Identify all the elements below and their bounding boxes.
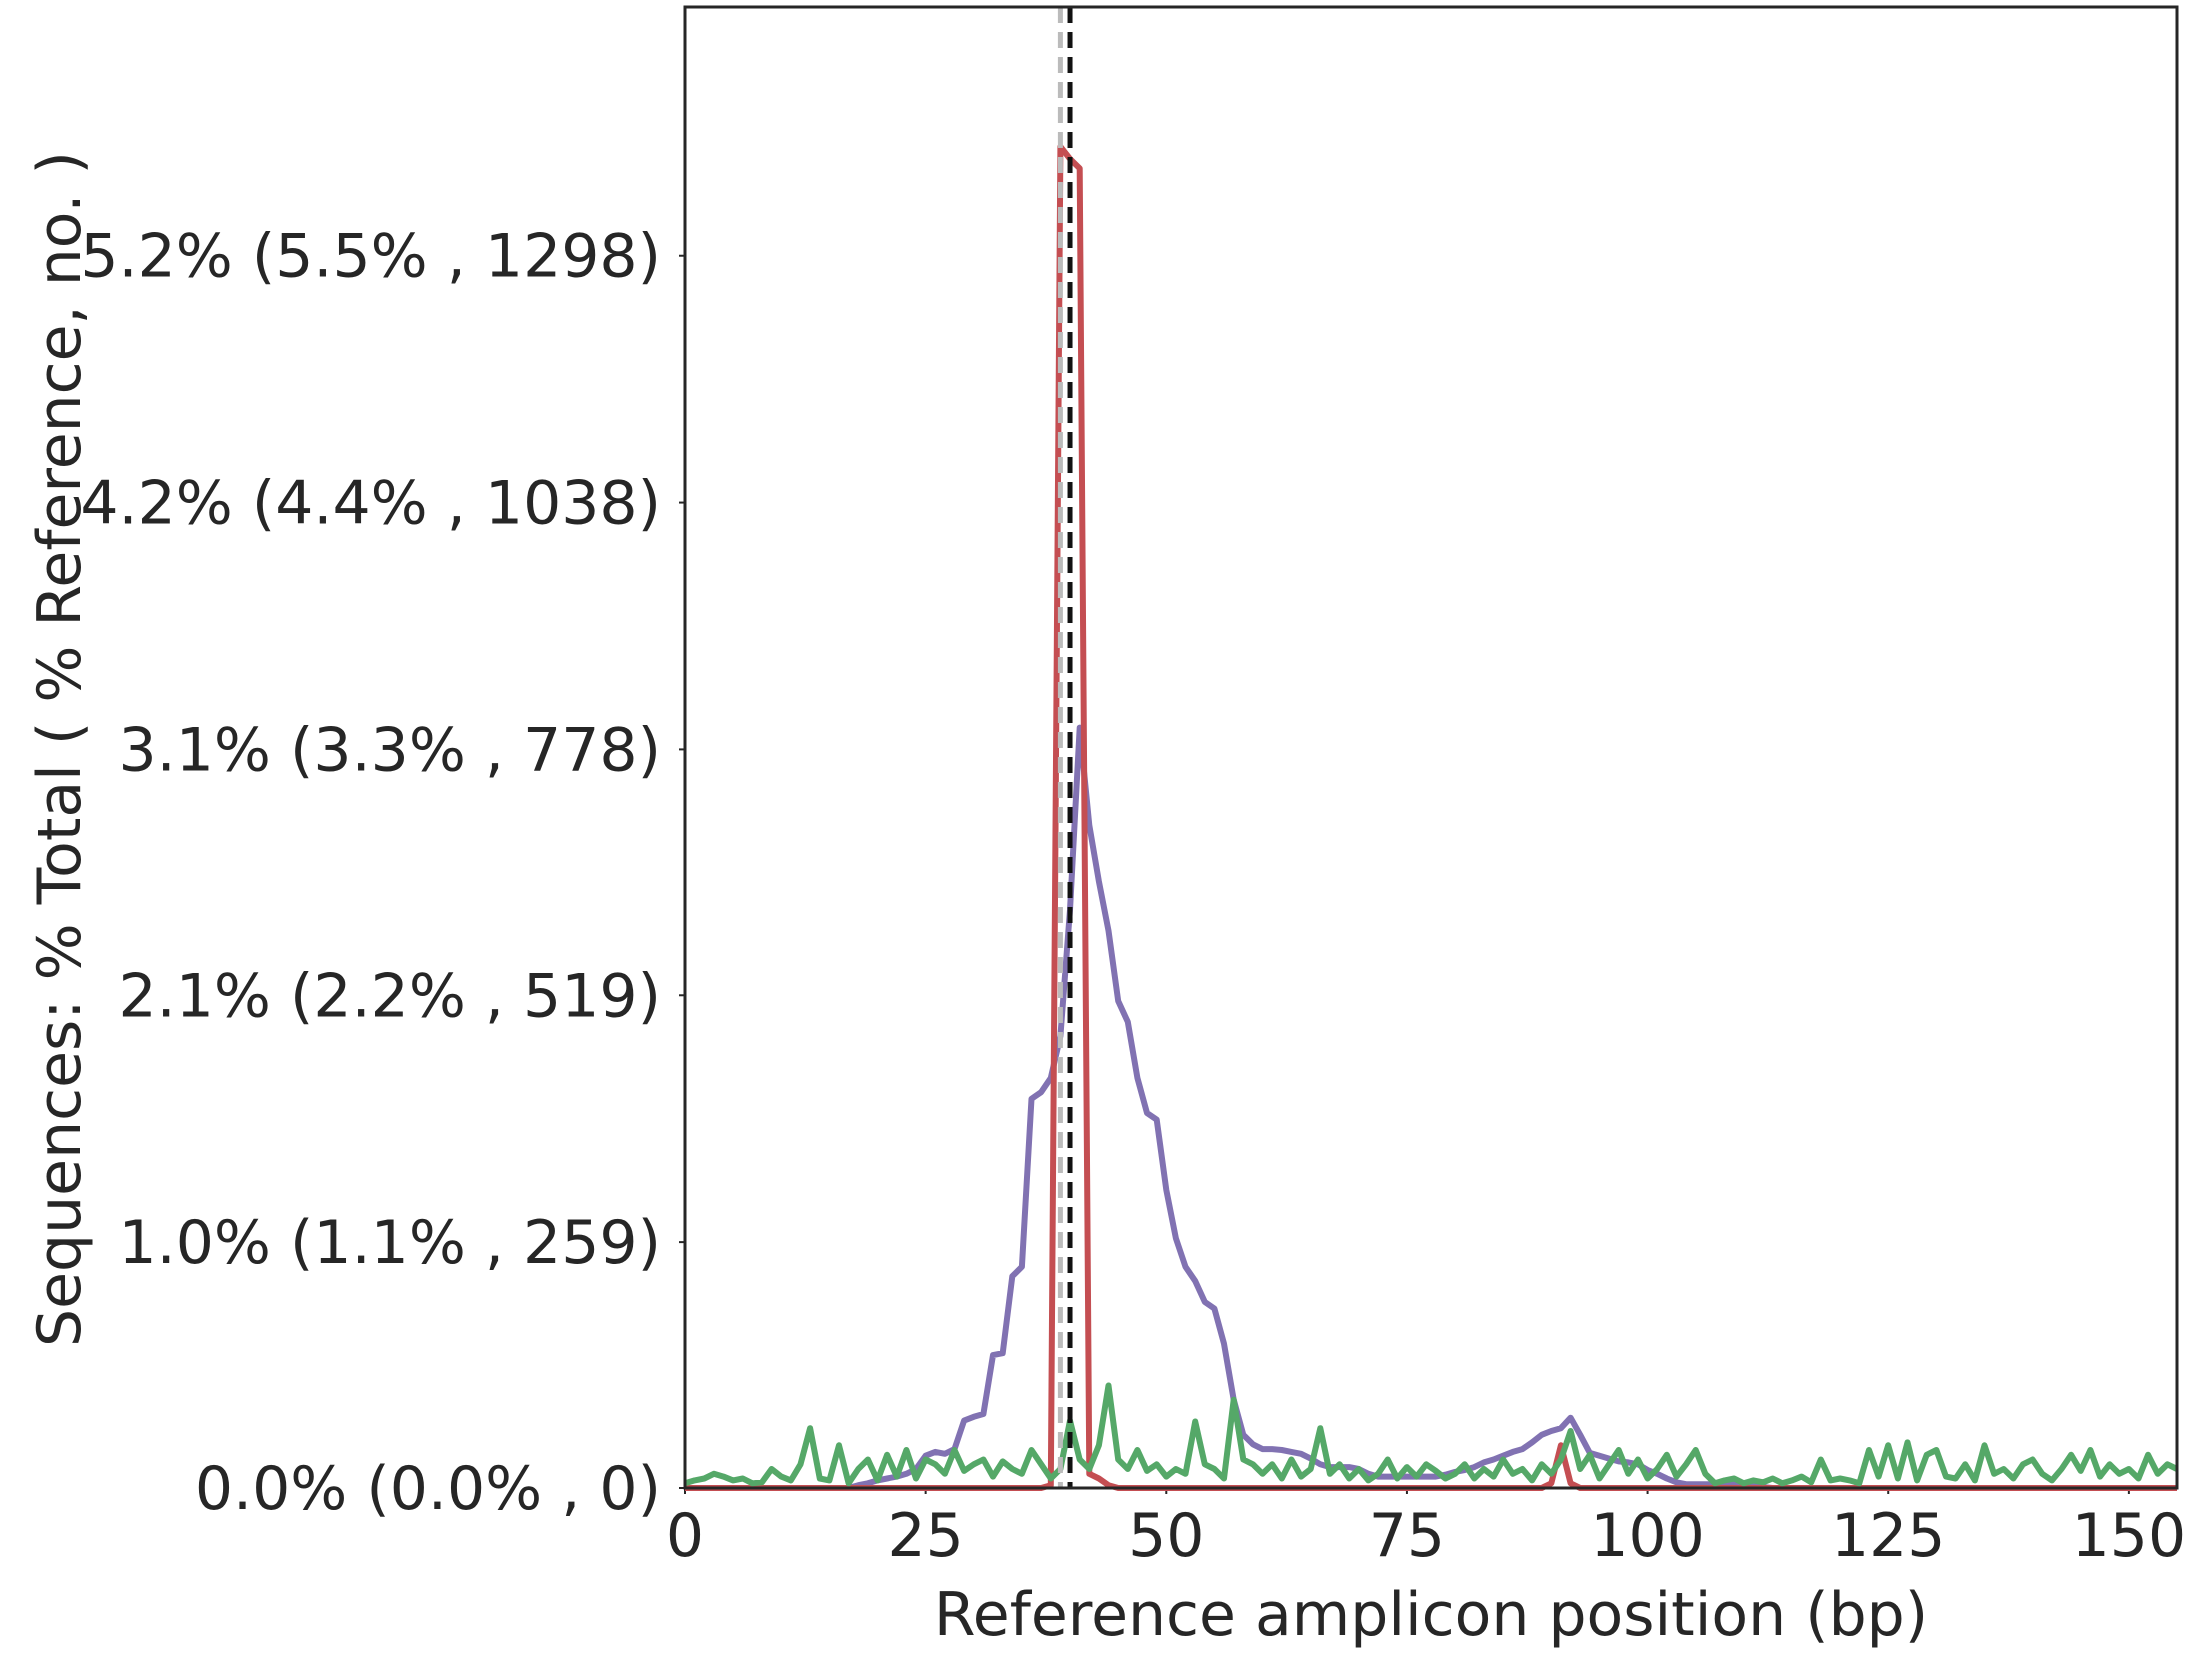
- x-tick-label: 125: [1831, 1501, 1946, 1571]
- plot-frame: [683, 5, 2179, 1490]
- series-line: [685, 143, 2177, 1491]
- x-tick-label: 150: [2072, 1501, 2187, 1571]
- x-axis-label: Reference amplicon position (bp): [934, 1580, 1928, 1650]
- y-tick-label: 4.2% (4.4% , 1038): [80, 469, 661, 539]
- y-tick-label: 2.1% (2.2% , 519): [119, 961, 662, 1031]
- x-tick-label: 75: [1369, 1501, 1445, 1571]
- series-line: [684, 1382, 2179, 1487]
- series-line: [685, 724, 2177, 1491]
- x-tick-label: 100: [1590, 1501, 1705, 1571]
- y-tick-label: 3.1% (3.3% , 778): [119, 715, 662, 785]
- y-tick-label: 0.0% (0.0% , 0): [195, 1454, 661, 1524]
- y-tick-label: 1.0% (1.1% , 259): [119, 1208, 662, 1278]
- y-axis-label: Sequences: % Total ( % Reference, no. ): [25, 151, 95, 1347]
- x-tick-label: 0: [666, 1501, 704, 1571]
- y-tick-label: 5.2% (5.5% , 1298): [80, 222, 661, 292]
- x-tick-label: 25: [887, 1501, 963, 1571]
- x-tick-label: 50: [1128, 1501, 1204, 1571]
